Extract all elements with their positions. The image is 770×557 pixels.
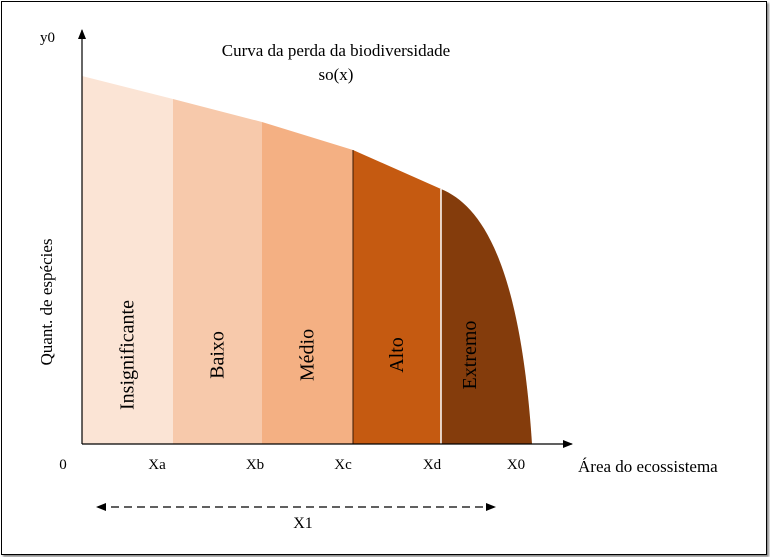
x1-span-label: X1	[293, 515, 313, 532]
band-label-2: Médio	[297, 329, 319, 381]
band-0	[82, 76, 173, 444]
band-label-4: Extremo	[459, 321, 481, 390]
y-axis-top-label: y0	[40, 30, 55, 46]
x-axis-label: Área do ecossistema	[578, 457, 718, 476]
chart-title: Curva da perda da biodiversidade	[222, 41, 450, 60]
x-tick-labels: Xa Xb Xc Xd X0	[148, 457, 525, 473]
band-4	[441, 189, 532, 444]
x-tick-xa: Xa	[148, 457, 166, 473]
x1-span-arrow-right-head	[486, 503, 496, 511]
band-2	[262, 122, 353, 444]
band-label-3: Alto	[386, 337, 408, 373]
risk-bands: Insignificante Baixo Médio Alto Extremo	[82, 76, 532, 444]
x-tick-xd: Xd	[423, 457, 442, 473]
origin-label: 0	[59, 457, 67, 473]
x-tick-xc: Xc	[334, 457, 352, 473]
x-tick-x0: X0	[507, 457, 525, 473]
band-1	[173, 99, 262, 444]
x-tick-xb: Xb	[246, 457, 264, 473]
band-label-1: Baixo	[207, 331, 229, 379]
band-label-0: Insignificante	[117, 300, 139, 410]
chart-subtitle: so(x)	[319, 65, 354, 84]
x1-span-arrow-left-head	[96, 503, 106, 511]
band-3	[353, 150, 441, 444]
y-axis-label: Quant. de espécies	[37, 239, 56, 366]
